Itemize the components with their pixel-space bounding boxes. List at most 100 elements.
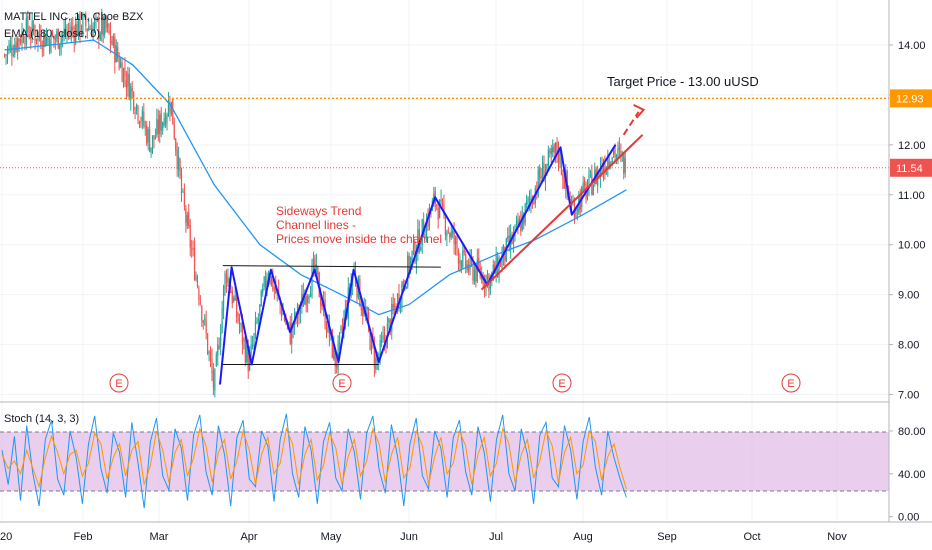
candle-body xyxy=(154,136,157,139)
earnings-circle xyxy=(109,373,129,393)
candle-body xyxy=(41,48,43,50)
ema-line xyxy=(4,39,627,316)
candle-body xyxy=(299,307,302,314)
candle-body xyxy=(128,74,130,100)
candle-body xyxy=(17,38,19,52)
candle-body xyxy=(212,370,215,388)
time-axis[interactable]: 20 Feb Mar Apr May Jun Jul Aug Sep Oct Nov xyxy=(0,531,847,543)
candle-body xyxy=(263,276,265,288)
candle-body xyxy=(121,62,123,83)
candle-body xyxy=(8,45,10,52)
time-tick-label: Jun xyxy=(400,531,418,543)
earnings-marker[interactable]: E xyxy=(109,373,129,393)
candle-body xyxy=(254,320,257,335)
candle-body xyxy=(579,197,581,210)
candle-body xyxy=(273,288,275,290)
candle-body xyxy=(207,333,209,354)
candle-body xyxy=(34,32,36,42)
projection-arrow-head[interactable] xyxy=(633,103,646,119)
earnings-marker[interactable]: E xyxy=(781,373,801,393)
candle-body xyxy=(241,321,244,344)
earnings-marker[interactable]: E xyxy=(332,373,352,393)
candle-body xyxy=(28,34,30,38)
candle-body xyxy=(321,303,323,308)
candle-body xyxy=(454,237,457,245)
candle-body xyxy=(214,369,216,391)
candle-body xyxy=(462,250,464,268)
symbol-title[interactable]: MATTEL INC, 1h, Cboe BZX xyxy=(4,11,144,23)
earnings-marker[interactable]: E xyxy=(552,373,572,393)
candle-body xyxy=(134,112,136,114)
candle-body xyxy=(331,329,333,358)
candle-body xyxy=(257,318,259,323)
target-price-annotation[interactable]: Target Price - 13.00 uUSD xyxy=(607,74,759,89)
candle-body xyxy=(138,121,141,124)
candle-body xyxy=(211,358,213,374)
drawings[interactable] xyxy=(219,103,646,385)
candle-body xyxy=(153,135,155,140)
candle-body xyxy=(176,150,178,170)
candle-body xyxy=(62,33,64,38)
time-tick-label: May xyxy=(321,531,342,543)
candle-body xyxy=(104,16,106,35)
ema-legend[interactable]: EMA (180, close, 0) xyxy=(4,28,100,40)
candle-body xyxy=(433,193,435,200)
candle-body xyxy=(514,225,516,234)
candle-body xyxy=(35,38,38,41)
candle-body xyxy=(453,231,455,244)
candle-body xyxy=(282,313,284,315)
candle-body xyxy=(501,255,503,269)
sideways-annotation-line[interactable]: Channel lines - xyxy=(276,218,356,232)
candle-body xyxy=(314,257,316,271)
zigzag-pattern[interactable] xyxy=(219,144,617,385)
candle-body xyxy=(540,176,542,179)
candle-body xyxy=(308,295,310,299)
candle-body xyxy=(523,212,525,225)
candle-body xyxy=(72,26,74,30)
price-badge[interactable] xyxy=(890,158,932,177)
candle-body xyxy=(526,201,528,205)
candle-body xyxy=(5,54,7,56)
candle-body xyxy=(521,214,523,230)
candle-body xyxy=(144,125,146,127)
candle-body xyxy=(553,144,555,153)
candle-body xyxy=(44,35,46,47)
candle-body xyxy=(366,313,368,317)
candle-body xyxy=(227,276,229,283)
channel-line[interactable] xyxy=(222,265,441,268)
candle-body xyxy=(253,334,255,345)
price-badge[interactable] xyxy=(890,89,932,108)
stoch-legend[interactable]: Stoch (14, 3, 3) xyxy=(4,413,79,425)
time-tick-label: Jul xyxy=(489,531,503,543)
price-axis[interactable]: 7.008.009.0010.0011.0012.0013.0014.000.0… xyxy=(889,40,932,524)
candle-body xyxy=(51,34,54,37)
candle-body xyxy=(231,290,233,304)
candle-body xyxy=(280,305,283,318)
support-trendline[interactable] xyxy=(480,134,644,291)
candle-body xyxy=(106,23,109,27)
candle-body xyxy=(396,294,399,311)
candle-body xyxy=(225,274,228,283)
sideways-annotation-line[interactable]: Sideways Trend xyxy=(276,204,361,218)
candle-body xyxy=(620,151,622,154)
candle-body xyxy=(473,269,476,282)
candle-body xyxy=(601,164,603,173)
candle-body xyxy=(159,114,161,135)
sideways-annotation-line[interactable]: Prices move inside the channel xyxy=(276,232,442,246)
candle-body xyxy=(80,31,83,33)
candle-body xyxy=(379,339,381,357)
candle-body xyxy=(602,167,605,174)
candle-body xyxy=(133,92,135,111)
candle-body xyxy=(18,38,20,42)
candle-body xyxy=(550,148,552,155)
candle-body xyxy=(47,38,49,40)
projection-arrow[interactable] xyxy=(622,111,640,136)
candle-body xyxy=(201,305,203,321)
candle-body xyxy=(93,21,96,27)
candle-body xyxy=(169,104,171,112)
candle-body xyxy=(151,135,154,149)
candle-body xyxy=(147,129,149,143)
candle-body xyxy=(410,257,412,271)
candle-body xyxy=(515,221,518,224)
